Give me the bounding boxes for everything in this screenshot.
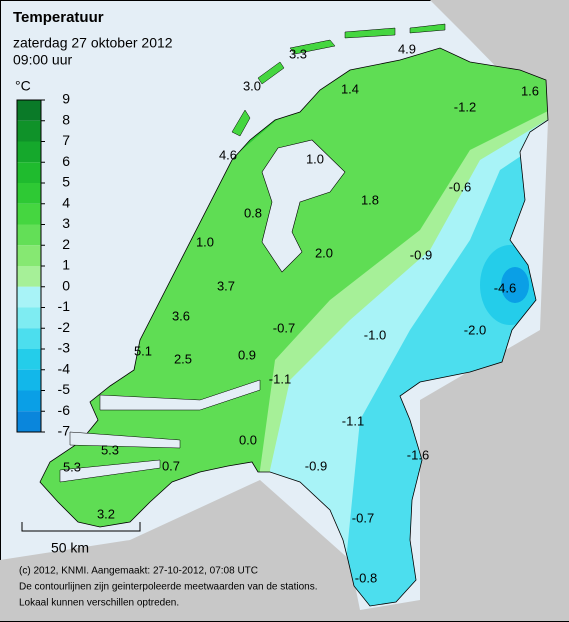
station-value: -0.6 — [449, 179, 471, 194]
station-value: -1.2 — [454, 99, 476, 114]
legend-bin — [17, 369, 41, 391]
footer-line: Lokaal kunnen verschillen optreden. — [19, 598, 179, 609]
station-value: -0.9 — [410, 247, 432, 262]
station-value: 1.0 — [306, 151, 324, 166]
legend-bin — [17, 307, 41, 329]
station-value: 1.4 — [341, 81, 359, 96]
legend-bin — [17, 266, 41, 287]
legend-bin — [17, 286, 41, 308]
station-value: 4.6 — [219, 147, 237, 162]
legend-tick-label: 9 — [62, 91, 70, 107]
station-value: 3.3 — [289, 46, 307, 61]
wadden-islands — [231, 23, 446, 137]
legend-bin — [17, 390, 41, 412]
legend-bin — [17, 411, 41, 432]
legend-bin — [17, 183, 41, 204]
station-value: 2.0 — [315, 245, 333, 260]
station-value: 4.9 — [398, 41, 416, 56]
legend-tick-label: 4 — [62, 194, 70, 210]
station-value: -1.1 — [269, 371, 291, 386]
legend-bin — [17, 120, 41, 142]
date: zaterdag 27 oktober 2012 — [13, 35, 173, 51]
legend-bin — [17, 100, 41, 121]
legend-bin — [17, 245, 41, 266]
legend-tick-label: 5 — [62, 174, 70, 190]
estuaries — [59, 379, 261, 483]
legend-tick-label: 0 — [62, 277, 70, 293]
legend-tick-label: -2 — [58, 319, 71, 335]
legend-bin — [17, 328, 41, 349]
station-value: 1.6 — [521, 83, 539, 98]
legend-tick-label: -4 — [58, 360, 71, 376]
legend-bin — [17, 141, 41, 163]
legend-tick-label: 8 — [62, 111, 70, 127]
legend-bin — [17, 162, 41, 183]
station-value: 0.9 — [238, 347, 256, 362]
footer-line: (c) 2012, KNMI. Aangemaakt: 27-10-2012, … — [19, 566, 258, 577]
station-value: -4.6 — [494, 280, 516, 295]
legend-bin — [17, 349, 41, 370]
station-value: 3.0 — [243, 78, 261, 93]
footer-line: De contourlijnen zijn geinterpoleerde me… — [19, 582, 318, 593]
station-value: 1.8 — [361, 192, 379, 207]
legend-tick-label: -6 — [58, 402, 71, 418]
station-value: 0.7 — [162, 458, 180, 473]
title: Temperatuur — [13, 9, 104, 26]
legend-tick-label: 6 — [62, 153, 70, 169]
legend-tick-label: 7 — [62, 132, 70, 148]
station-value: -0.8 — [355, 570, 377, 585]
station-value: 5.3 — [63, 459, 81, 474]
legend: 9 8 7 6 5 4 3 2 1 0 -1 -2 -3 -4 -5 -6 -7 — [16, 91, 71, 439]
station-value: -2.0 — [464, 322, 486, 337]
station-value: 3.6 — [172, 308, 190, 323]
station-value: -1.6 — [407, 447, 429, 462]
legend-tick-label: -5 — [58, 381, 71, 397]
station-value: -1.0 — [364, 327, 386, 342]
station-value: 3.2 — [97, 506, 115, 521]
station-value: -0.9 — [305, 458, 327, 473]
station-value: 0.8 — [244, 205, 262, 220]
legend-tick-label: -3 — [58, 340, 71, 356]
station-value: 2.5 — [174, 351, 192, 366]
legend-tick-label: 1 — [62, 257, 70, 273]
legend-bin — [17, 224, 41, 246]
ijsselmeer — [261, 139, 346, 273]
legend-tick-label: 2 — [62, 236, 70, 252]
legend-tick-label: -1 — [58, 298, 71, 314]
legend-tick-label: 3 — [62, 215, 70, 231]
time: 09:00 uur — [13, 52, 72, 68]
station-value: 1.0 — [196, 234, 214, 249]
country-outline — [39, 47, 549, 607]
station-value: 3.7 — [217, 278, 235, 293]
legend-bin — [17, 203, 41, 225]
scale-bar — [21, 522, 141, 532]
scale-label: 50 km — [51, 540, 89, 556]
station-value: -1.1 — [342, 413, 364, 428]
legend-unit: °C — [15, 78, 31, 94]
station-value: 5.3 — [101, 442, 119, 457]
station-value: -0.7 — [273, 320, 295, 335]
station-value: -0.7 — [352, 510, 374, 525]
legend-tick-label: -7 — [58, 423, 71, 439]
station-value: 5.1 — [134, 343, 152, 358]
station-value: 0.0 — [239, 432, 257, 447]
stations: 3.3 4.9 3.0 1.4 1.6 -1.2 4.6 1.0 -0.6 1.8 0.8 1.0 2.… — [63, 41, 539, 585]
